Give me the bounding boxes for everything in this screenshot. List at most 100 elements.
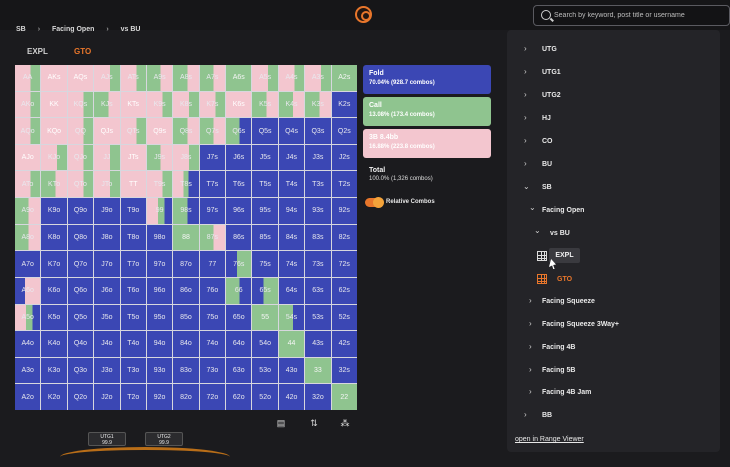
breadcrumb-item[interactable]: Facing Open bbox=[51, 26, 95, 33]
hand-cell[interactable]: TT bbox=[120, 171, 146, 198]
hand-cell[interactable]: K7o bbox=[41, 251, 67, 277]
chevron-right-icon[interactable]: › bbox=[524, 44, 527, 53]
hand-cell[interactable]: Q4o bbox=[67, 331, 94, 357]
hand-cell[interactable]: T7o bbox=[120, 251, 146, 277]
hand-cell[interactable]: 95s bbox=[252, 198, 278, 224]
hand-cell[interactable]: A9o bbox=[15, 198, 41, 224]
hand-cell[interactable]: 65o bbox=[226, 304, 252, 331]
chevron-right-icon[interactable]: › bbox=[524, 159, 527, 168]
hand-cell[interactable]: QQ bbox=[67, 118, 94, 144]
hand-cell[interactable]: AKo bbox=[15, 91, 41, 118]
hand-cell[interactable]: 76o bbox=[199, 277, 226, 304]
chevron-right-icon[interactable]: › bbox=[524, 410, 527, 419]
hand-cell[interactable]: 54o bbox=[252, 331, 278, 357]
hand-cell[interactable]: K5o bbox=[41, 304, 67, 331]
hand-cell[interactable]: 96s bbox=[226, 198, 252, 224]
chevron-right-icon[interactable]: › bbox=[529, 387, 532, 396]
hand-cell[interactable]: T5o bbox=[120, 304, 146, 331]
hand-cell[interactable]: AQs bbox=[67, 65, 94, 91]
chips-icon[interactable]: ⁂ bbox=[340, 418, 350, 428]
hand-cell[interactable]: 85s bbox=[252, 224, 278, 251]
hand-cell[interactable]: A2s bbox=[331, 65, 357, 91]
tree-item-facing-5b[interactable]: Facing 5B bbox=[542, 367, 576, 374]
hand-cell[interactable]: 66 bbox=[226, 277, 252, 304]
hand-cell[interactable]: J4o bbox=[94, 331, 120, 357]
hand-cell[interactable]: Q9s bbox=[146, 118, 173, 144]
hand-cell[interactable]: QJo bbox=[67, 144, 94, 171]
hand-cell[interactable]: J9o bbox=[94, 198, 120, 224]
hand-cell[interactable]: 92o bbox=[146, 384, 173, 410]
hand-cell[interactable]: 85o bbox=[173, 304, 199, 331]
hand-cell[interactable]: 73s bbox=[305, 251, 331, 277]
hand-cell[interactable]: JTs bbox=[120, 144, 146, 171]
chevron-down-icon[interactable]: ⌄ bbox=[523, 182, 530, 191]
hand-cell[interactable]: K2s bbox=[331, 91, 357, 118]
hand-cell[interactable]: Q5o bbox=[67, 304, 94, 331]
hand-cell[interactable]: 52o bbox=[252, 384, 278, 410]
hand-cell[interactable]: 97o bbox=[146, 251, 173, 277]
hand-cell[interactable]: 75s bbox=[252, 251, 278, 277]
hand-cell[interactable]: 95o bbox=[146, 304, 173, 331]
hand-cell[interactable]: A8o bbox=[15, 224, 41, 251]
hand-cell[interactable]: A3o bbox=[15, 357, 41, 384]
chevron-down-icon[interactable]: ⌄ bbox=[529, 203, 536, 212]
hand-cell[interactable]: K7s bbox=[199, 91, 226, 118]
hand-cell[interactable]: T5s bbox=[252, 171, 278, 198]
hand-cell[interactable]: 82s bbox=[331, 224, 357, 251]
hand-cell[interactable]: 62s bbox=[331, 277, 357, 304]
hand-cell[interactable]: J8s bbox=[173, 144, 199, 171]
hand-cell[interactable]: 97s bbox=[199, 198, 226, 224]
chevron-right-icon[interactable]: › bbox=[524, 90, 527, 99]
hand-cell[interactable]: T8s bbox=[173, 171, 199, 198]
hand-cell[interactable]: 86o bbox=[173, 277, 199, 304]
hand-cell[interactable]: 33 bbox=[305, 357, 331, 384]
hand-cell[interactable]: AJs bbox=[94, 65, 120, 91]
hand-cell[interactable]: 94o bbox=[146, 331, 173, 357]
hand-cell[interactable]: 77 bbox=[199, 251, 226, 277]
hand-cell[interactable]: 88 bbox=[173, 224, 199, 251]
hand-cell[interactable]: 98o bbox=[146, 224, 173, 251]
hand-cell[interactable]: J7o bbox=[94, 251, 120, 277]
hand-cell[interactable]: J6s bbox=[226, 144, 252, 171]
hand-cell[interactable]: 96o bbox=[146, 277, 173, 304]
hand-cell[interactable]: 42s bbox=[331, 331, 357, 357]
hand-cell[interactable]: Q8o bbox=[67, 224, 94, 251]
hand-cell[interactable]: T3o bbox=[120, 357, 146, 384]
hand-cell[interactable]: JJ bbox=[94, 144, 120, 171]
hand-cell[interactable]: KQo bbox=[41, 118, 67, 144]
hand-cell[interactable]: T8o bbox=[120, 224, 146, 251]
search-box[interactable] bbox=[533, 5, 730, 26]
chevron-down-icon[interactable]: ⌄ bbox=[534, 226, 541, 235]
hand-cell[interactable]: 93o bbox=[146, 357, 173, 384]
hand-cell[interactable]: KTo bbox=[41, 171, 67, 198]
hand-cell[interactable]: A5s bbox=[252, 65, 278, 91]
hand-cell[interactable]: K3o bbox=[41, 357, 67, 384]
breadcrumb-item[interactable]: vs BU bbox=[120, 26, 141, 33]
hand-cell[interactable]: K8s bbox=[173, 91, 199, 118]
hand-cell[interactable]: 53s bbox=[305, 304, 331, 331]
chevron-right-icon[interactable]: › bbox=[524, 113, 527, 122]
hand-cell[interactable]: 54s bbox=[278, 304, 305, 331]
hand-cell[interactable]: Q9o bbox=[67, 198, 94, 224]
hand-cell[interactable]: QTs bbox=[120, 118, 146, 144]
hand-cell[interactable]: AQo bbox=[15, 118, 41, 144]
chevron-right-icon[interactable]: › bbox=[529, 319, 532, 328]
hand-cell[interactable]: A2o bbox=[15, 384, 41, 410]
hand-cell[interactable]: J4s bbox=[278, 144, 305, 171]
tree-item-utg[interactable]: UTG bbox=[542, 46, 557, 53]
hand-cell[interactable]: 86s bbox=[226, 224, 252, 251]
hand-cell[interactable]: 83s bbox=[305, 224, 331, 251]
hand-cell[interactable]: Q8s bbox=[173, 118, 199, 144]
tree-item-bu[interactable]: BU bbox=[542, 161, 553, 168]
hand-cell[interactable]: J8o bbox=[94, 224, 120, 251]
open-range-viewer-link[interactable]: open in Range Viewer bbox=[515, 436, 584, 443]
hand-cell[interactable]: J2s bbox=[331, 144, 357, 171]
tree-item-co[interactable]: CO bbox=[542, 138, 553, 145]
hand-cell[interactable]: T7s bbox=[199, 171, 226, 198]
tree-item-gto[interactable]: GTO bbox=[557, 276, 573, 283]
hand-cell[interactable]: K4o bbox=[41, 331, 67, 357]
hand-cell[interactable]: 82o bbox=[173, 384, 199, 410]
hand-cell[interactable]: K5s bbox=[252, 91, 278, 118]
tree-item-facing-squeeze-3way[interactable]: Facing Squeeze 3Way+ bbox=[542, 321, 619, 328]
hand-cell[interactable]: KJo bbox=[41, 144, 67, 171]
